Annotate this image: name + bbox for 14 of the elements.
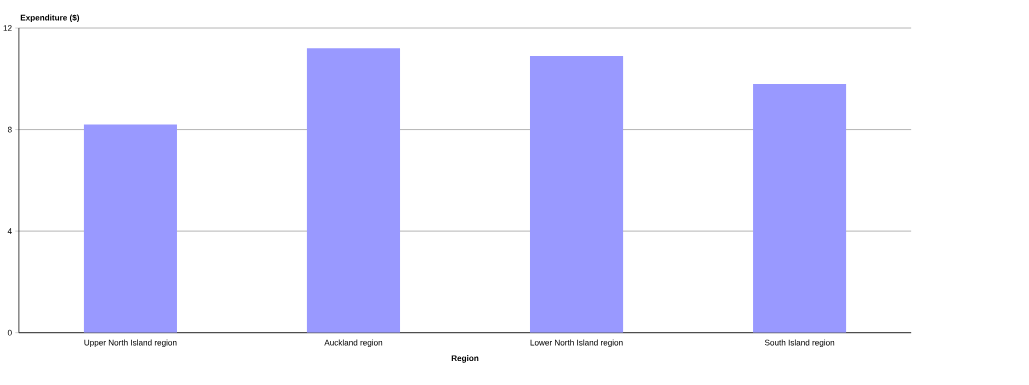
y-tick-label: 12 <box>3 25 12 31</box>
y-axis-title: Expenditure ($) <box>20 14 80 23</box>
bar <box>529 55 624 333</box>
y-tick-label: 0 <box>7 329 12 336</box>
y-tick-label: 4 <box>7 228 12 234</box>
x-tick-label: South Island region <box>764 339 835 348</box>
bar <box>83 124 177 333</box>
x-axis-title: Region <box>451 355 479 363</box>
y-tick-label: 8 <box>7 126 12 133</box>
bar <box>306 48 401 333</box>
bar <box>753 83 847 333</box>
x-tick-label: Upper North Island region <box>84 339 177 348</box>
x-tick-label: Lower North Island region <box>530 339 623 348</box>
x-tick-label: Auckland region <box>324 339 383 348</box>
